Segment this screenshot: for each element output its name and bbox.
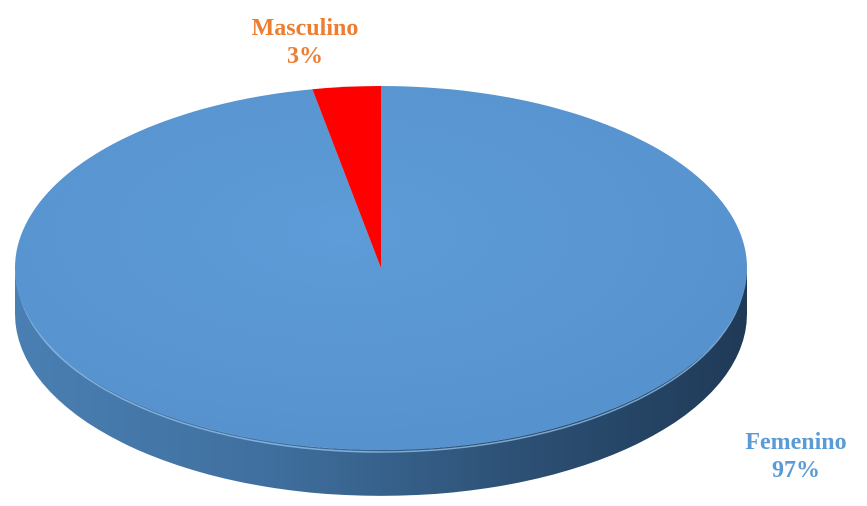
pie-slice-masculino [312,86,381,268]
pie-slice-femenino [15,86,747,451]
slice-label-masculino: Masculino 3% [230,14,380,70]
pie-rim-highlight [16,271,746,453]
slice-label-percent: 97% [772,457,820,483]
pie-side-wall [15,268,747,496]
slice-label-name: Femenino [745,429,847,455]
slice-label-femenino: Femenino 97% [725,428,867,484]
slice-label-percent: 3% [287,43,323,69]
slice-label-name: Masculino [251,15,359,41]
